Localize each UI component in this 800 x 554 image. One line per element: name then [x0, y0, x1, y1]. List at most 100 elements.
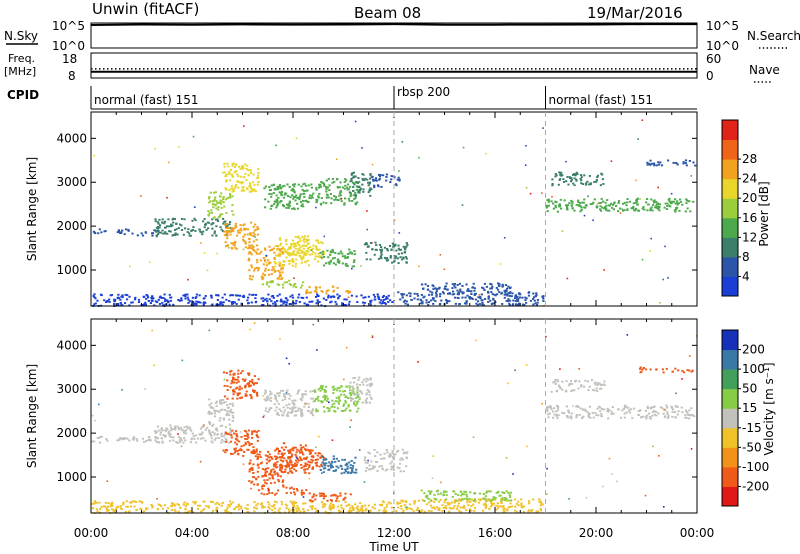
data-cell [117, 293, 120, 296]
data-cell [316, 294, 319, 297]
data-cell [355, 511, 358, 514]
data-cell [317, 196, 320, 199]
data-cell [391, 452, 395, 455]
date-title: 19/Mar/2016 [587, 4, 683, 22]
data-cell [208, 421, 211, 424]
data-cell [260, 276, 263, 279]
data-cell [405, 300, 408, 303]
data-cell [199, 427, 203, 430]
data-cell [444, 285, 447, 288]
data-cell [225, 212, 228, 214]
data-cell [641, 207, 644, 210]
data-cell [202, 303, 205, 306]
data-cell [468, 290, 471, 292]
data-cell [302, 453, 305, 456]
data-cell [343, 202, 346, 205]
data-cell [333, 180, 336, 183]
data-cell [299, 444, 302, 447]
data-cell [271, 269, 274, 272]
data-cell [232, 377, 235, 379]
data-cell [213, 232, 216, 235]
data-cell [521, 296, 524, 299]
data-cell [265, 458, 268, 461]
data-cell [222, 201, 225, 204]
data-cell [240, 449, 243, 452]
data-cell [380, 250, 383, 253]
data-cell [507, 382, 509, 385]
data-cell [99, 508, 102, 511]
data-cell [290, 245, 293, 248]
colorbar-swatch [722, 447, 738, 468]
data-cell [558, 386, 561, 388]
data-cell [369, 509, 372, 512]
data-cell [225, 188, 228, 191]
data-cell [506, 509, 509, 512]
velocity-colorbar: Velocity [m s⁻¹] 2001005015-15-50-100-20… [721, 329, 776, 507]
data-cell [435, 498, 438, 501]
data-cell [159, 231, 162, 234]
data-cell [681, 370, 684, 372]
data-cell [216, 507, 219, 510]
data-cell [361, 505, 364, 508]
data-cell [501, 283, 504, 286]
data-cell [633, 407, 636, 410]
data-cell [666, 417, 670, 419]
nave-ytick-top: 60 [706, 52, 721, 66]
data-cell [256, 183, 259, 186]
data-cell [362, 378, 365, 381]
data-cell [264, 267, 267, 270]
data-cell [156, 301, 159, 304]
data-cell [367, 451, 370, 454]
data-cell [282, 471, 285, 474]
data-cell [314, 507, 317, 510]
data-cell [230, 434, 233, 436]
data-cell [211, 441, 214, 444]
data-cell [261, 277, 265, 279]
data-cell [239, 397, 242, 399]
data-cell [179, 426, 182, 429]
data-cell [107, 502, 110, 505]
data-cell [466, 495, 469, 498]
data-cell [230, 242, 233, 245]
data-cell [248, 470, 251, 473]
data-cell [213, 409, 216, 412]
data-cell [207, 505, 210, 508]
data-cell [603, 380, 606, 383]
data-cell [354, 192, 357, 194]
data-cell [299, 195, 302, 198]
data-cell [270, 184, 273, 187]
data-cell [331, 251, 335, 253]
data-cell [404, 256, 408, 258]
data-cell [443, 287, 446, 290]
data-cell [155, 431, 158, 433]
data-cell [405, 261, 408, 264]
data-cell [389, 256, 392, 259]
data-cell [386, 451, 389, 454]
data-cell [568, 411, 571, 414]
data-cell [251, 244, 254, 247]
data-cell [366, 246, 369, 248]
data-cell [208, 430, 211, 433]
data-cell [542, 127, 544, 129]
colorbar-swatch [722, 198, 738, 219]
data-cell [278, 394, 281, 397]
data-cell [690, 370, 693, 373]
data-cell [616, 480, 618, 483]
data-cell [456, 289, 459, 292]
data-cell [293, 493, 297, 496]
data-cell [325, 188, 328, 191]
data-cell [339, 191, 342, 193]
data-cell [229, 429, 232, 432]
data-cell [292, 245, 296, 248]
data-cell [282, 485, 285, 488]
data-cell [277, 474, 280, 477]
power-colorbar-tick-label: 16 [742, 211, 757, 225]
data-cell [143, 296, 146, 298]
data-cell [224, 437, 227, 440]
data-cell [332, 470, 335, 472]
data-cell [427, 301, 431, 304]
data-cell [582, 408, 585, 411]
data-cell [570, 416, 573, 418]
data-cell [277, 197, 280, 199]
data-cell [307, 303, 310, 306]
